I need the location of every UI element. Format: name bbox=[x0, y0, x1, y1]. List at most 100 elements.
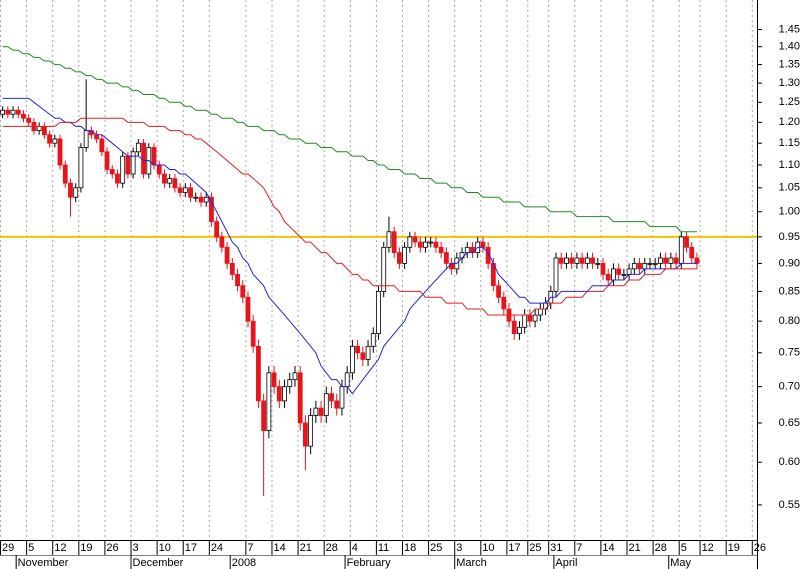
candle-body bbox=[496, 285, 501, 298]
moving-average-line bbox=[2, 97, 697, 395]
candle-body bbox=[370, 333, 376, 347]
candle-body bbox=[198, 196, 204, 203]
x-tick-label: 18 bbox=[404, 542, 416, 554]
candle-body bbox=[256, 345, 261, 402]
y-tick-label: 0.55 bbox=[779, 499, 800, 511]
y-tick-label: 1.45 bbox=[779, 23, 800, 35]
candle-body bbox=[658, 257, 663, 264]
candle-body bbox=[5, 109, 11, 115]
candle-body bbox=[224, 246, 230, 264]
candle-body bbox=[673, 257, 679, 264]
candle-body bbox=[381, 246, 387, 292]
candle-body bbox=[151, 147, 157, 166]
candle-body bbox=[109, 169, 115, 175]
candle-body bbox=[120, 155, 126, 184]
candle-body bbox=[219, 236, 225, 248]
candle-body bbox=[235, 274, 240, 287]
month-label: March bbox=[456, 557, 487, 569]
candle-body bbox=[182, 187, 188, 193]
candle-body bbox=[329, 393, 334, 402]
candle-body bbox=[355, 345, 361, 354]
candle-body bbox=[537, 308, 543, 316]
candle-body bbox=[15, 109, 21, 115]
candle-body bbox=[558, 257, 564, 264]
x-tick-label: 5 bbox=[28, 542, 34, 554]
candle-body bbox=[41, 126, 47, 136]
candle-body bbox=[626, 268, 632, 275]
candle-body bbox=[344, 372, 350, 388]
month-label: 2008 bbox=[232, 557, 256, 569]
candle-body bbox=[229, 262, 235, 275]
candle-body bbox=[443, 252, 449, 264]
candle-body bbox=[266, 372, 272, 431]
candle-body bbox=[193, 196, 199, 199]
x-tick-label: 5 bbox=[681, 542, 687, 554]
candle-body bbox=[574, 257, 580, 264]
x-tick-label: 26 bbox=[754, 542, 766, 554]
candle-body bbox=[569, 257, 575, 264]
candle-body bbox=[0, 109, 6, 115]
month-label: April bbox=[555, 557, 577, 569]
candle-body bbox=[611, 268, 616, 281]
candle-body bbox=[423, 241, 428, 248]
candle-body bbox=[250, 320, 256, 347]
y-tick-label: 1.35 bbox=[779, 58, 800, 70]
candle-body bbox=[240, 285, 246, 298]
x-tick-label: 7 bbox=[247, 542, 253, 554]
candle-body bbox=[52, 138, 58, 144]
candle-body bbox=[391, 231, 397, 254]
candle-body bbox=[464, 246, 470, 254]
candle-body bbox=[553, 257, 559, 292]
candle-body bbox=[438, 246, 444, 254]
candle-body bbox=[276, 386, 282, 402]
candle-body bbox=[62, 164, 68, 184]
candle-body bbox=[605, 274, 611, 281]
month-label: February bbox=[347, 557, 392, 569]
y-tick-label: 1.00 bbox=[779, 206, 800, 218]
month-label: December bbox=[133, 557, 184, 569]
x-tick-label: 3 bbox=[456, 542, 462, 554]
candle-body bbox=[308, 415, 314, 447]
candle-body bbox=[386, 231, 392, 248]
y-tick-label: 0.75 bbox=[779, 347, 800, 359]
x-tick-label: 25 bbox=[430, 542, 442, 554]
x-tick-label: 26 bbox=[106, 542, 118, 554]
candle-body bbox=[313, 407, 319, 416]
y-tick-label: 1.05 bbox=[779, 182, 800, 194]
candle-body bbox=[402, 246, 408, 264]
x-tick-label: 11 bbox=[378, 542, 389, 554]
candle-body bbox=[135, 142, 141, 153]
month-label: November bbox=[18, 557, 69, 569]
candle-body bbox=[600, 262, 606, 275]
x-tick-label: 21 bbox=[628, 542, 640, 554]
y-tick-label: 0.95 bbox=[779, 231, 800, 243]
y-tick-label: 1.15 bbox=[779, 137, 800, 149]
candle-body bbox=[564, 257, 569, 264]
moving-average-line bbox=[2, 46, 697, 233]
candle-body bbox=[203, 196, 209, 203]
candle-body bbox=[209, 196, 214, 223]
candle-body bbox=[99, 138, 105, 153]
x-tick-label: 28 bbox=[326, 542, 338, 554]
candle-body bbox=[214, 221, 220, 238]
x-tick-label: 14 bbox=[602, 542, 614, 554]
candle-body bbox=[532, 314, 538, 322]
x-tick-label: 21 bbox=[300, 542, 312, 554]
x-tick-label: 12 bbox=[54, 542, 66, 554]
candle-body bbox=[162, 173, 167, 184]
x-tick-label: 19 bbox=[728, 542, 740, 554]
candle-body bbox=[652, 262, 658, 265]
candle-body bbox=[26, 117, 32, 123]
candle-body bbox=[78, 147, 84, 189]
x-tick-label: 7 bbox=[576, 542, 582, 554]
candle-body bbox=[10, 109, 16, 115]
candle-body bbox=[287, 379, 293, 388]
candle-body bbox=[130, 151, 136, 175]
x-tick-label: 28 bbox=[655, 542, 667, 554]
y-tick-label: 0.70 bbox=[779, 381, 800, 393]
candle-body bbox=[156, 164, 162, 175]
y-tick-label: 1.20 bbox=[779, 116, 800, 128]
candle-body bbox=[579, 257, 585, 264]
candle-body bbox=[595, 262, 601, 265]
